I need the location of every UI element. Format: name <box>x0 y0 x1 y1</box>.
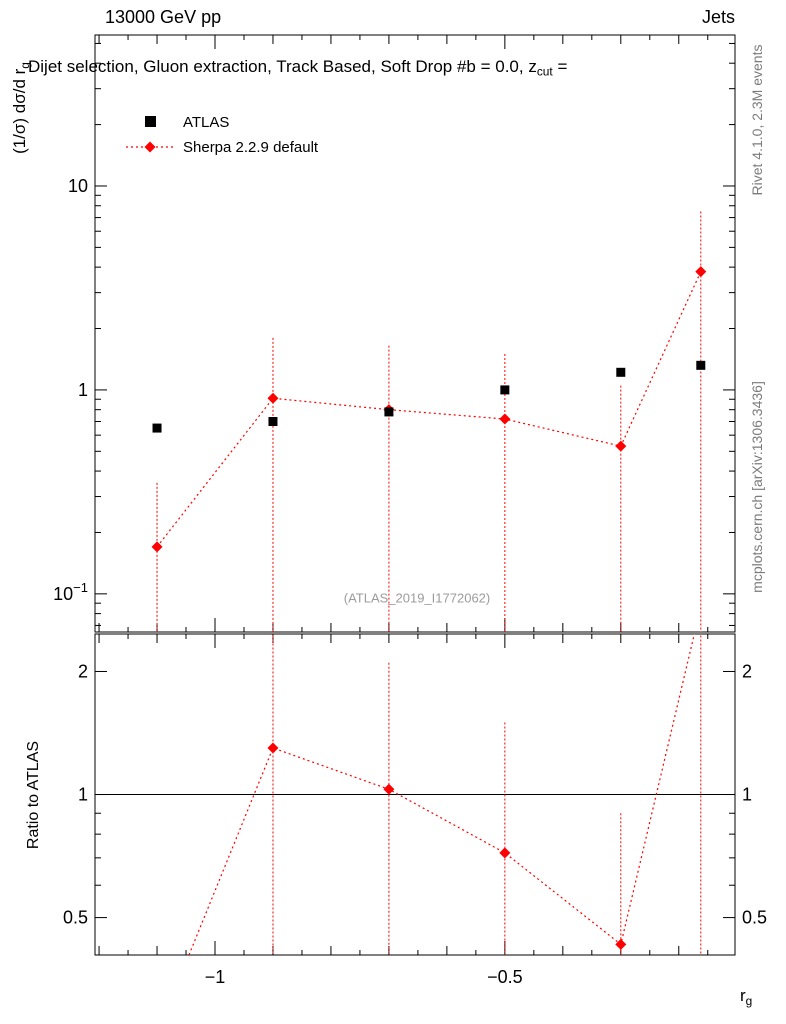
sherpa-ratio-marker <box>383 783 395 795</box>
sherpa-main-series <box>151 211 707 632</box>
analysis-id-watermark: (ATLAS_2019_I1772062) <box>343 590 491 606</box>
mcplots-reference-label: mcplots.cern.ch [arXiv:1306.3436] <box>749 381 765 593</box>
atlas-marker <box>500 385 510 395</box>
x-axis-label-subscript: g <box>745 994 753 1009</box>
atlas-marker <box>268 417 278 427</box>
x-tick-label: −0.5 <box>487 967 523 987</box>
x-axis-label-text: r <box>740 986 746 1005</box>
beam-energy-label: 13000 GeV pp <box>105 7 222 27</box>
ratio-y-tick-label-right: 2 <box>742 661 752 681</box>
sherpa-marker <box>615 440 627 452</box>
atlas-marker <box>384 407 394 417</box>
sherpa-ratio-series <box>188 634 702 955</box>
sherpa-ratio-line <box>188 634 695 955</box>
legend: ATLAS Sherpa 2.2.9 default <box>126 114 319 156</box>
legend-sherpa-marker <box>144 141 156 153</box>
atlas-marker <box>616 367 626 377</box>
x-tick-label: −1 <box>205 967 226 987</box>
legend-atlas-label: ATLAS <box>183 114 229 131</box>
plot-title-subscript: cut <box>536 64 553 79</box>
plot-title: Dijet selection, Gluon extraction, Track… <box>28 57 567 79</box>
atlas-marker <box>696 360 706 370</box>
ratio-y-tick-label-left: 1 <box>78 785 88 805</box>
plot-title-tail: = <box>552 57 568 76</box>
main-y-tick-label: 10 <box>68 176 88 196</box>
atlas-series <box>152 360 706 433</box>
main-y-axis-label: (1/σ) dσ/d rg <box>10 62 32 154</box>
legend-atlas-marker <box>145 116 156 127</box>
plot-title-text: Dijet selection, Gluon extraction, Track… <box>28 57 537 76</box>
atlas-marker <box>152 423 162 433</box>
sherpa-marker <box>695 266 707 278</box>
ratio-y-tick-label-right: 1 <box>742 785 752 805</box>
sherpa-ratio-marker <box>267 742 279 754</box>
process-label: Jets <box>701 7 735 27</box>
ratio-y-tick-label-left: 2 <box>78 661 88 681</box>
sherpa-ratio-marker <box>499 847 511 859</box>
main-panel-frame <box>94 34 736 633</box>
sherpa-marker <box>499 413 511 425</box>
axes-ticks <box>95 35 735 955</box>
main-y-axis-label-subscript: g <box>18 62 33 69</box>
x-axis-label: rg <box>740 986 752 1008</box>
main-y-tick-label: 1 <box>78 380 88 400</box>
ratio-y-axis-label: Ratio to ATLAS <box>25 740 42 850</box>
legend-sherpa-label: Sherpa 2.2.9 default <box>183 139 319 156</box>
sherpa-marker <box>151 541 163 553</box>
sherpa-marker <box>267 392 279 404</box>
sherpa-ratio-marker <box>615 938 627 950</box>
main-y-axis-label-text: (1/σ) dσ/d r <box>9 68 29 154</box>
sherpa-line <box>156 271 702 548</box>
ratio-y-tick-label-left: 0.5 <box>63 908 88 928</box>
ratio-y-tick-label-right: 0.5 <box>742 908 767 928</box>
main-y-tick-label: 10−1 <box>53 580 88 604</box>
rivet-version-label: Rivet 4.1.0, 2.3M events <box>749 44 765 196</box>
tick-labels: 10 1 10−1 2 2 1 1 0.5 0.5 −1 −0.5 <box>53 176 767 987</box>
